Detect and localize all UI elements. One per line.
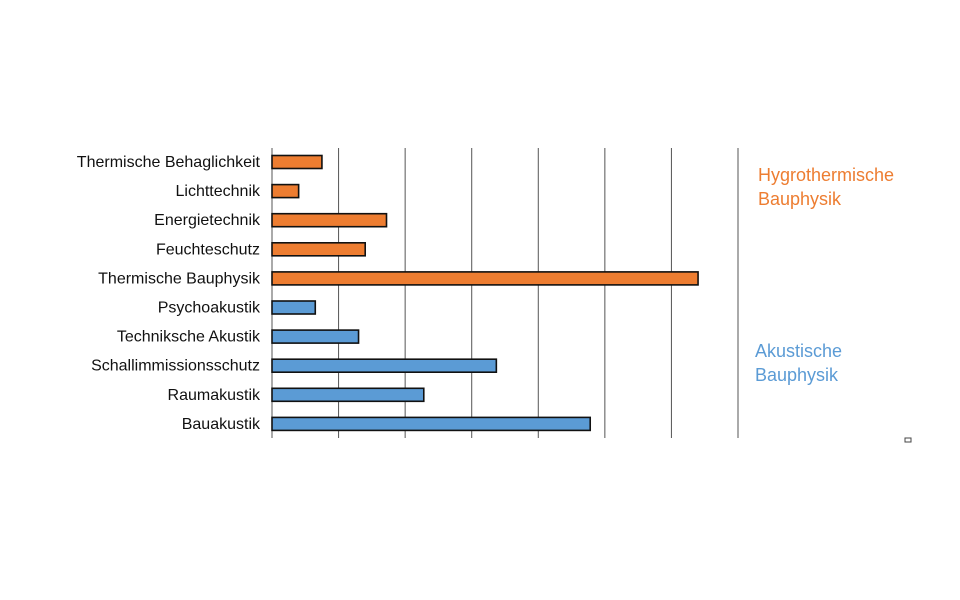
bar-bauakustik: [271, 416, 592, 432]
bar-schallimmissionsschutz: [271, 358, 498, 374]
bar-thermische-bauphysik: [271, 271, 699, 286]
category-label-thermische-behaglichkeit: Thermische Behaglichkeit: [77, 154, 261, 171]
category-label-feuchteschutz: Feuchteschutz: [156, 241, 260, 258]
bar-energietechnik: [271, 212, 388, 228]
bar-raumakustik: [271, 387, 425, 403]
legend-marker: [904, 437, 912, 443]
group-label-acoustic-line2: Bauphysik: [755, 365, 839, 385]
group-label-acoustic-line1: Akustische: [755, 341, 842, 361]
category-label-energietechnik: Energietechnik: [154, 212, 261, 229]
group-label-hygrothermal-line2: Bauphysik: [758, 189, 842, 209]
category-label-techniksche-akustik: Techniksche Akustik: [117, 329, 261, 346]
category-label-schallimmissionsschutz: Schallimmissionsschutz: [91, 358, 260, 375]
bar-layer: [271, 154, 699, 432]
bar-thermische-behaglichkeit: [271, 154, 323, 170]
category-label-bauakustik: Bauakustik: [182, 416, 261, 433]
bar-techniksche-akustik: [271, 329, 360, 344]
grid-layer: [271, 148, 672, 438]
bar-psychoakustik: [271, 300, 317, 315]
category-label-thermische-bauphysik: Thermische Bauphysik: [98, 270, 261, 287]
category-label-lichttechnik: Lichttechnik: [176, 183, 261, 200]
category-label-raumakustik: Raumakustik: [168, 387, 261, 404]
bar-feuchteschutz: [271, 242, 366, 257]
group-label-hygrothermal-line1: Hygrothermische: [758, 165, 894, 185]
category-labels: Thermische Behaglichkeit Lichttechnik Ener…: [77, 154, 261, 433]
bar-lichttechnik: [271, 183, 300, 199]
category-label-psychoakustik: Psychoakustik: [158, 300, 261, 317]
